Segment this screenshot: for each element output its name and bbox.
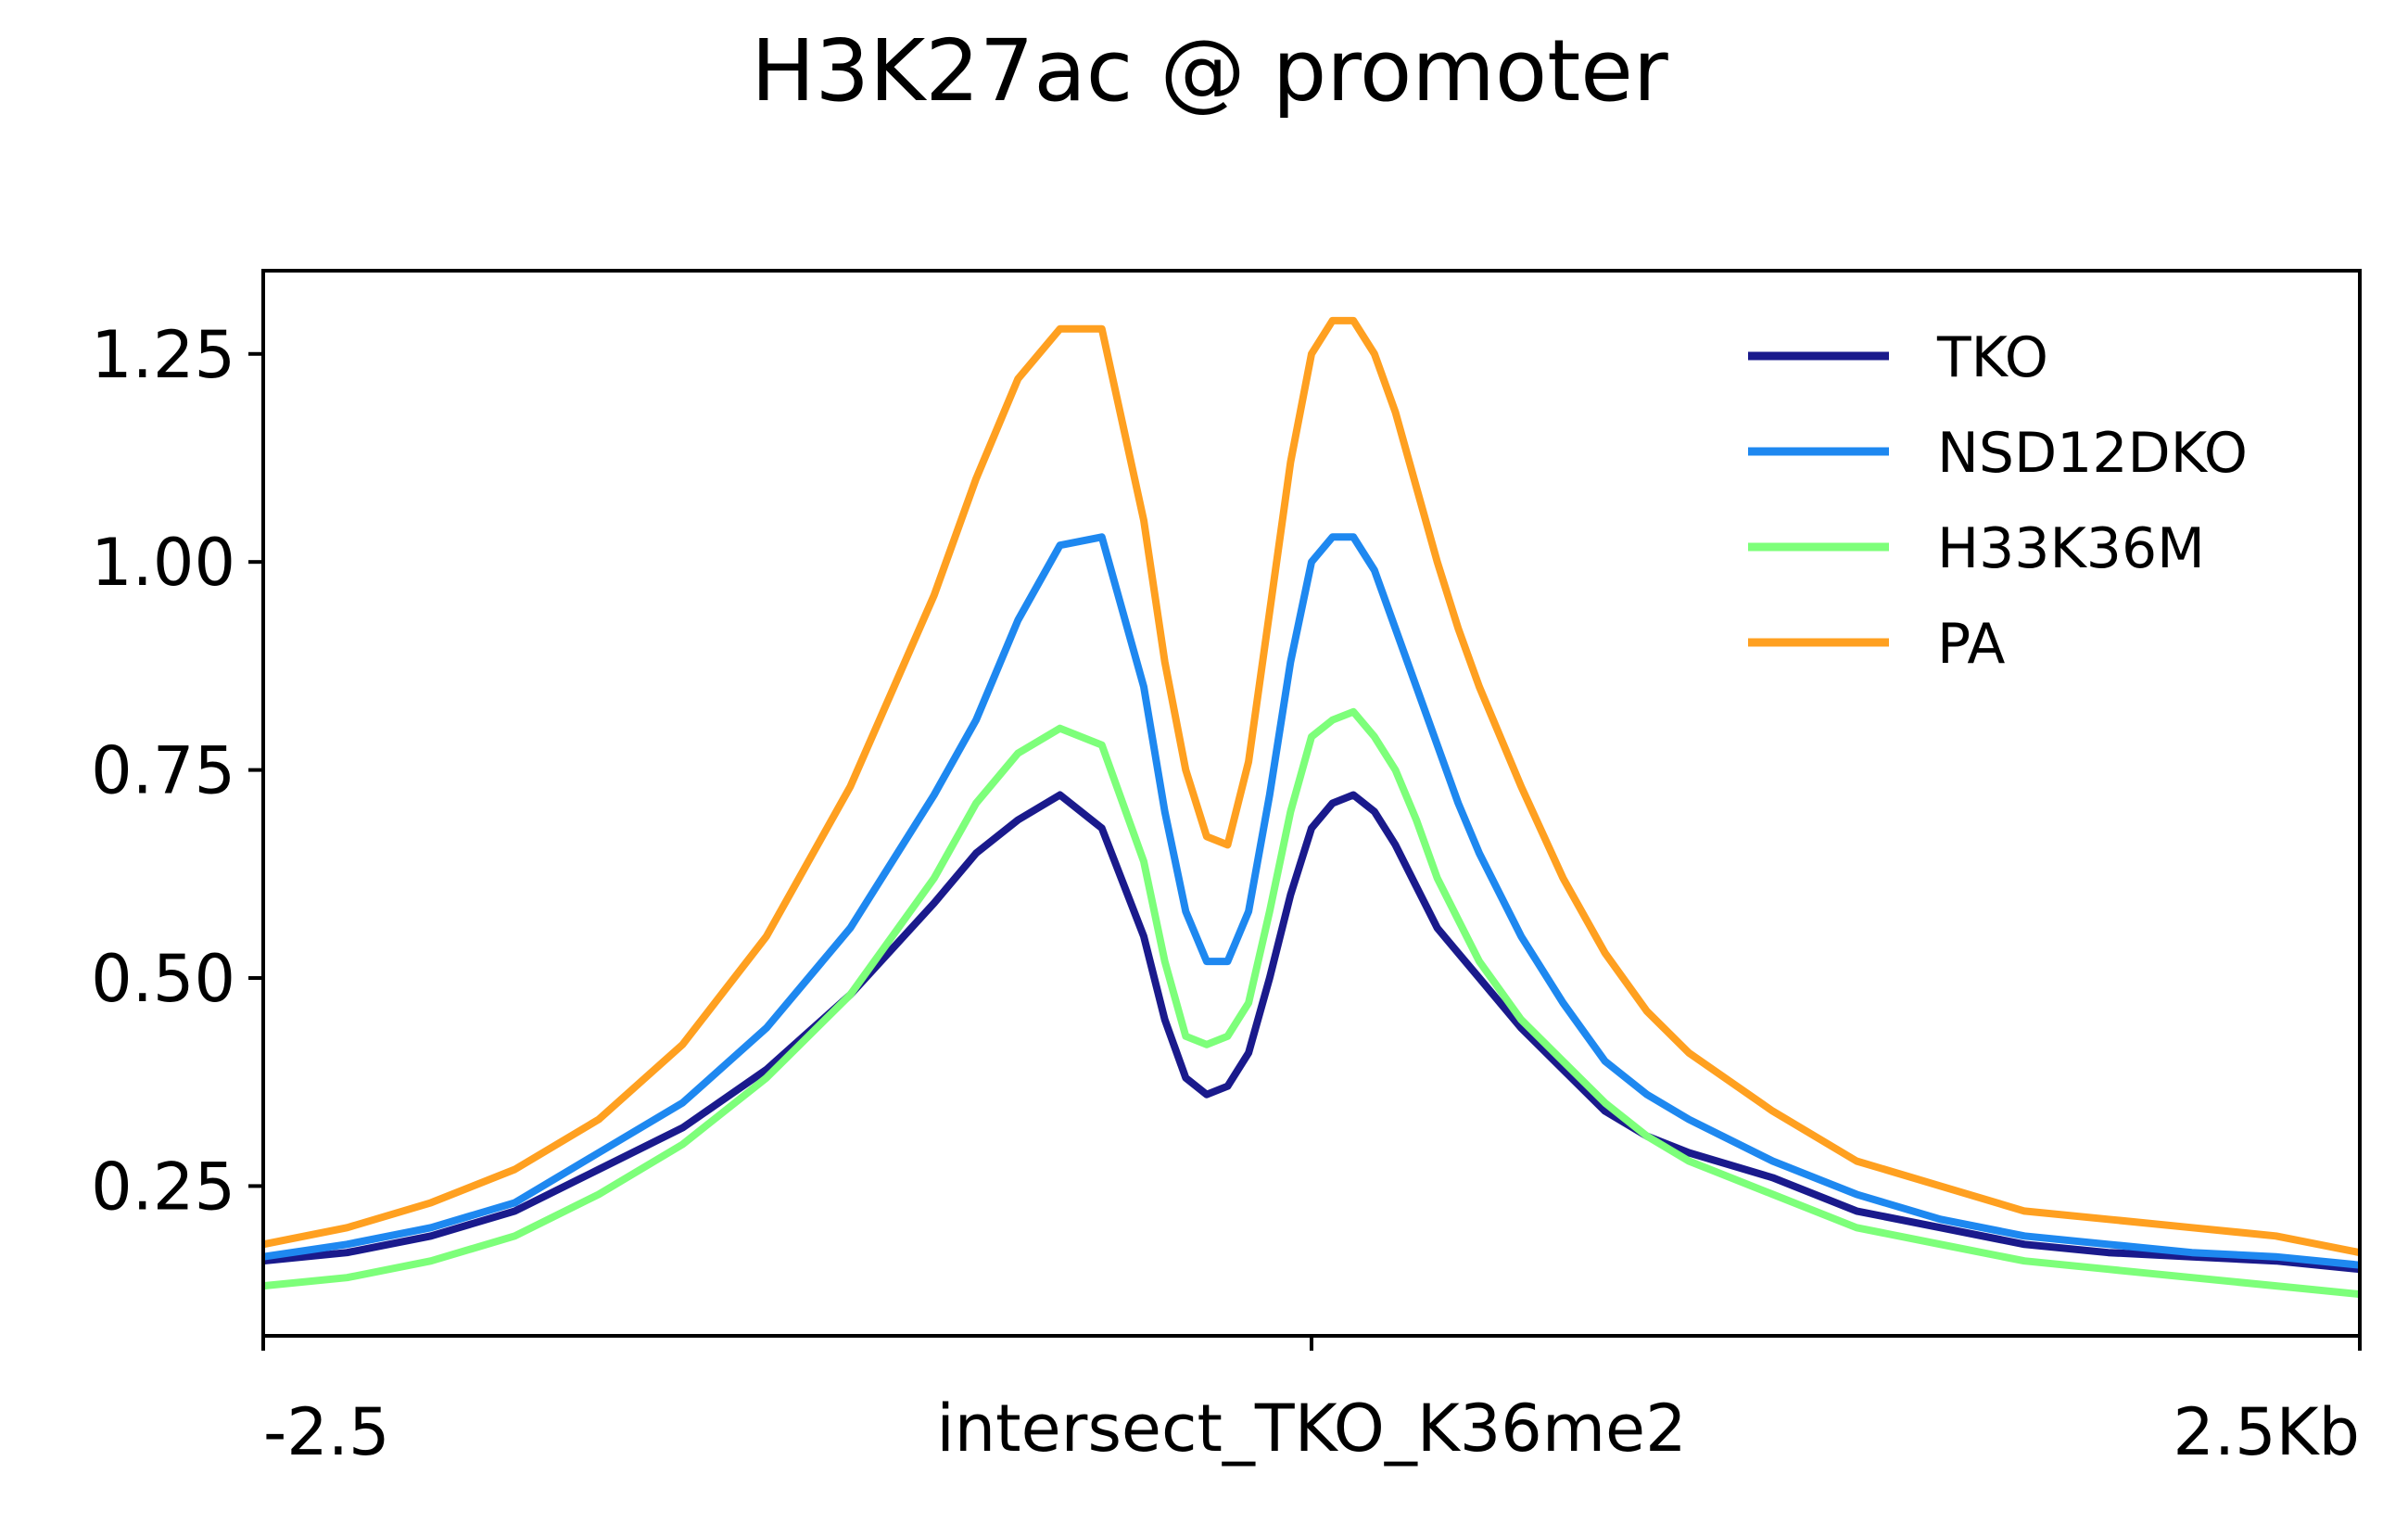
legend-label-h33k36m: H33K36M (1937, 516, 2205, 581)
legend-label-nsd12dko: NSD12DKO (1937, 421, 2248, 486)
y-tick-label: 1.25 (91, 317, 235, 393)
series-layer (262, 316, 2361, 1299)
y-axis: 0.25 0.50 0.75 1.00 1.25 (91, 317, 263, 1225)
legend-label-tko: TKO (1936, 325, 2048, 390)
series-line-h33k36m (262, 707, 2361, 1299)
x-tick-label: -2.5 (263, 1394, 390, 1470)
y-tick-label: 0.25 (91, 1149, 235, 1225)
legend-label-pa: PA (1937, 612, 2005, 677)
series-line-nsd12dko (262, 533, 2361, 1269)
x-tick-label: 2.5Kb (2173, 1394, 2360, 1470)
y-tick-label: 1.00 (91, 525, 235, 601)
y-tick-label: 0.50 (91, 941, 235, 1017)
x-axis: -2.5 2.5Kb (261, 1336, 2362, 1470)
chart-title: H3K27ac @ promoter (751, 21, 1668, 121)
legend: TKO NSD12DKO H33K36M PA (1748, 325, 2248, 677)
series-line-pa (262, 316, 2361, 1257)
x-axis-label: intersect_TKO_K36me2 (936, 1391, 1686, 1467)
y-tick-label: 0.75 (91, 733, 235, 809)
